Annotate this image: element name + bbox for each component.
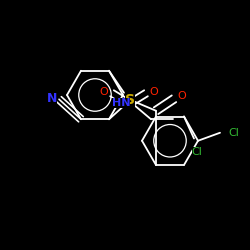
Text: O: O bbox=[178, 91, 186, 101]
Text: S: S bbox=[125, 93, 135, 107]
Text: Cl: Cl bbox=[228, 128, 239, 138]
Text: O: O bbox=[100, 87, 108, 97]
Text: O: O bbox=[150, 87, 158, 97]
Text: HN: HN bbox=[112, 98, 130, 108]
Text: Cl: Cl bbox=[192, 146, 202, 156]
Text: N: N bbox=[47, 92, 57, 105]
